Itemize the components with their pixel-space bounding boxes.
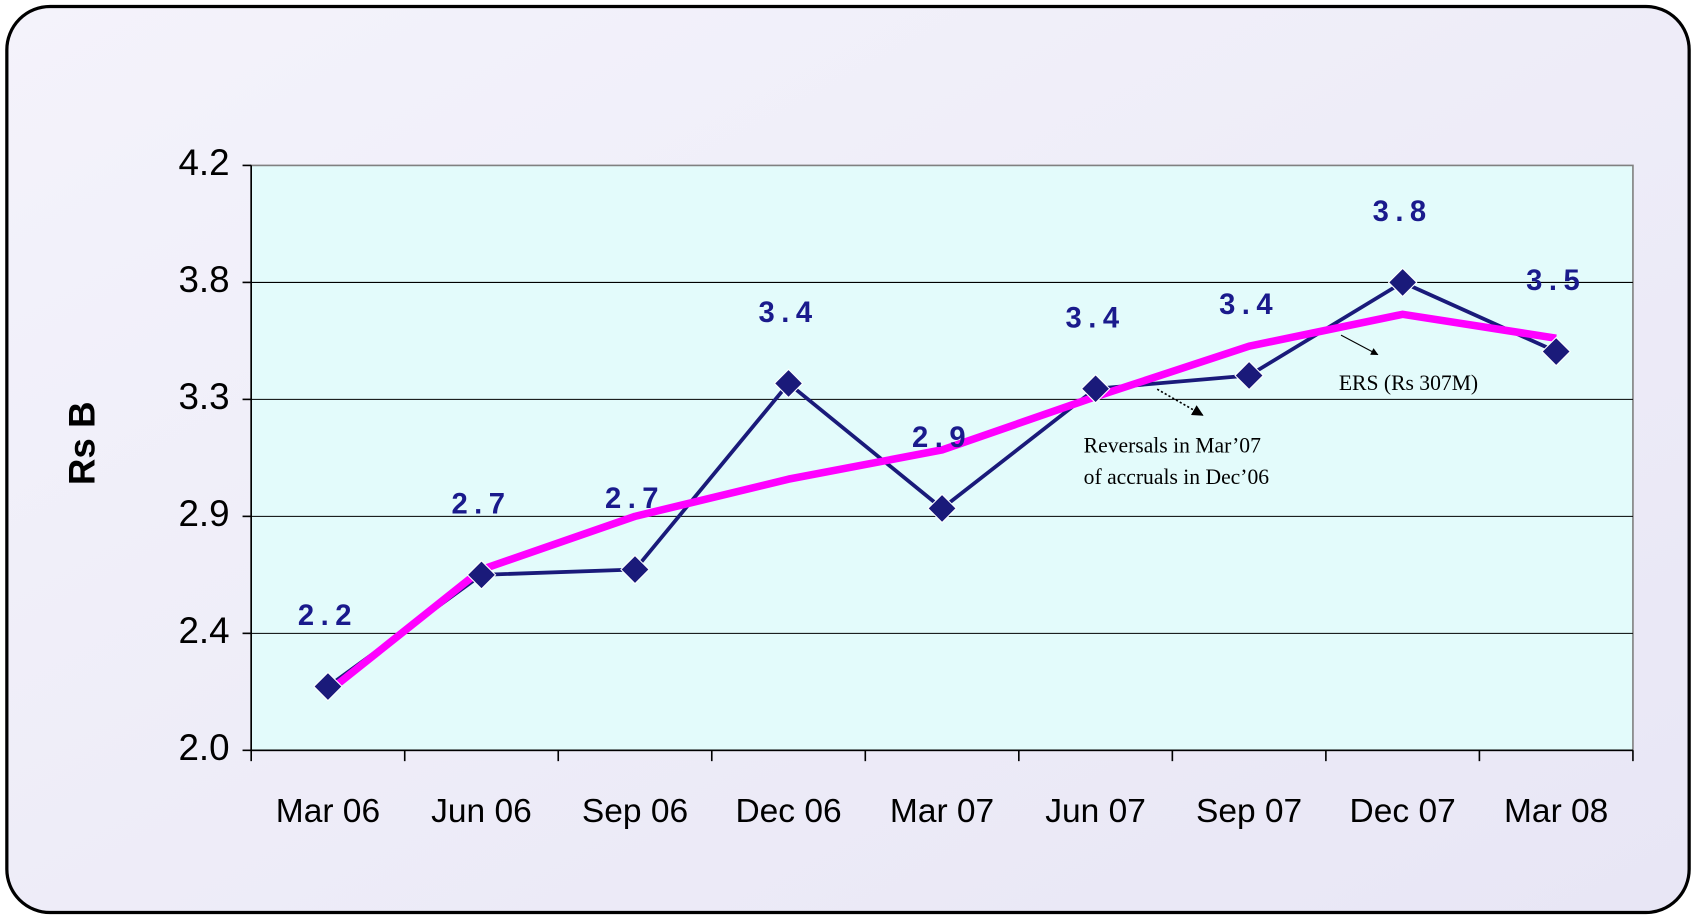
marker bbox=[773, 368, 804, 399]
annotation-arrow bbox=[1340, 334, 1379, 356]
data-label: 2.2 bbox=[298, 600, 358, 632]
x-tick-label: Dec 07 bbox=[1350, 793, 1456, 830]
y-tick-label: 2.9 bbox=[178, 493, 229, 534]
data-label: 3.5 bbox=[1526, 265, 1586, 297]
y-tick-label: 3.8 bbox=[178, 259, 229, 300]
data-label: 2.7 bbox=[451, 488, 511, 520]
x-tick-label: Sep 07 bbox=[1196, 793, 1302, 830]
x-tick-label: Mar 07 bbox=[890, 793, 994, 830]
x-tick-label: Sep 06 bbox=[582, 793, 688, 830]
x-tick-label: Mar 08 bbox=[1504, 793, 1608, 830]
annotation-arrow bbox=[1156, 388, 1204, 416]
marker bbox=[1541, 336, 1571, 367]
x-tick-label: Mar 06 bbox=[276, 793, 380, 830]
annotation: ERS (Rs 307M) bbox=[1339, 371, 1478, 395]
data-label: 2.7 bbox=[605, 483, 665, 515]
data-label: 3.4 bbox=[1066, 302, 1126, 334]
marker bbox=[620, 554, 650, 585]
plot-area bbox=[250, 164, 1634, 752]
x-tick-label: Jun 07 bbox=[1045, 793, 1146, 830]
x-tick-label: Dec 06 bbox=[735, 793, 841, 830]
data-label: 3.4 bbox=[1219, 289, 1279, 321]
data-label: 3.4 bbox=[759, 297, 819, 329]
series-line bbox=[325, 310, 1557, 695]
marker bbox=[927, 493, 957, 524]
data-label: 3.8 bbox=[1373, 196, 1433, 228]
x-tick-label: Jun 06 bbox=[431, 793, 532, 830]
marker bbox=[1234, 360, 1264, 391]
y-tick-label: 4.2 bbox=[178, 142, 229, 183]
y-tick-label: 2.4 bbox=[178, 610, 229, 651]
y-tick-label: 3.3 bbox=[178, 376, 229, 417]
y-tick-label: 2.0 bbox=[178, 727, 229, 768]
annotation: of accruals in Dec’06 bbox=[1084, 465, 1270, 489]
marker bbox=[1387, 267, 1418, 298]
annotation: Reversals in Mar’07 bbox=[1084, 434, 1261, 458]
marker bbox=[1080, 373, 1111, 404]
marker bbox=[313, 671, 343, 702]
y-axis-label: Rs B bbox=[61, 401, 102, 485]
data-label: 2.9 bbox=[912, 422, 972, 454]
marker bbox=[466, 560, 497, 590]
